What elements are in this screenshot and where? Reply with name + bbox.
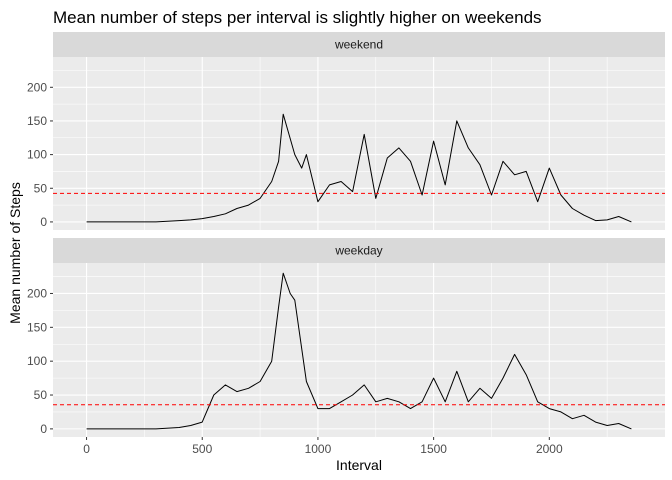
facet-strip-weekday bbox=[53, 238, 665, 263]
x-tick-label: 1500 bbox=[420, 442, 447, 456]
facet-strip-label: weekday bbox=[334, 244, 382, 258]
y-tick-label: 50 bbox=[34, 181, 48, 195]
facet-panels: weekend 0 50 100 150 200 weekday 0 50 100 150 200 bbox=[27, 32, 665, 437]
x-tick-label: 1000 bbox=[305, 442, 332, 456]
x-tick-label: 500 bbox=[192, 442, 212, 456]
y-tick-label: 150 bbox=[27, 320, 47, 334]
chart-title: Mean number of steps per interval is sli… bbox=[53, 8, 542, 27]
x-axis: 0 500 1000 1500 2000 bbox=[83, 437, 563, 456]
y-tick-label: 0 bbox=[40, 422, 47, 436]
y-tick-label: 0 bbox=[40, 215, 47, 229]
y-tick-label: 200 bbox=[27, 80, 47, 94]
x-axis-title: Interval bbox=[336, 457, 382, 473]
x-tick-label: 0 bbox=[83, 442, 90, 456]
y-tick-label: 100 bbox=[27, 354, 47, 368]
y-tick-label: 200 bbox=[27, 286, 47, 300]
facet-strip-label: weekend bbox=[334, 38, 383, 52]
y-tick-label: 50 bbox=[34, 388, 48, 402]
y-tick-label: 100 bbox=[27, 148, 47, 162]
panel-background bbox=[53, 263, 665, 437]
series-line-weekend bbox=[86, 113, 632, 223]
y-tick-label: 150 bbox=[27, 114, 47, 128]
facet-strip-weekend bbox=[53, 32, 665, 57]
facet-panel-weekday: weekday 0 50 100 150 200 bbox=[27, 238, 665, 437]
y-axis-title: Mean number of Steps bbox=[7, 182, 23, 324]
x-tick-label: 2000 bbox=[536, 442, 563, 456]
facet-panel-weekend: weekend 0 50 100 150 200 bbox=[27, 32, 665, 230]
panel-background bbox=[53, 57, 665, 230]
